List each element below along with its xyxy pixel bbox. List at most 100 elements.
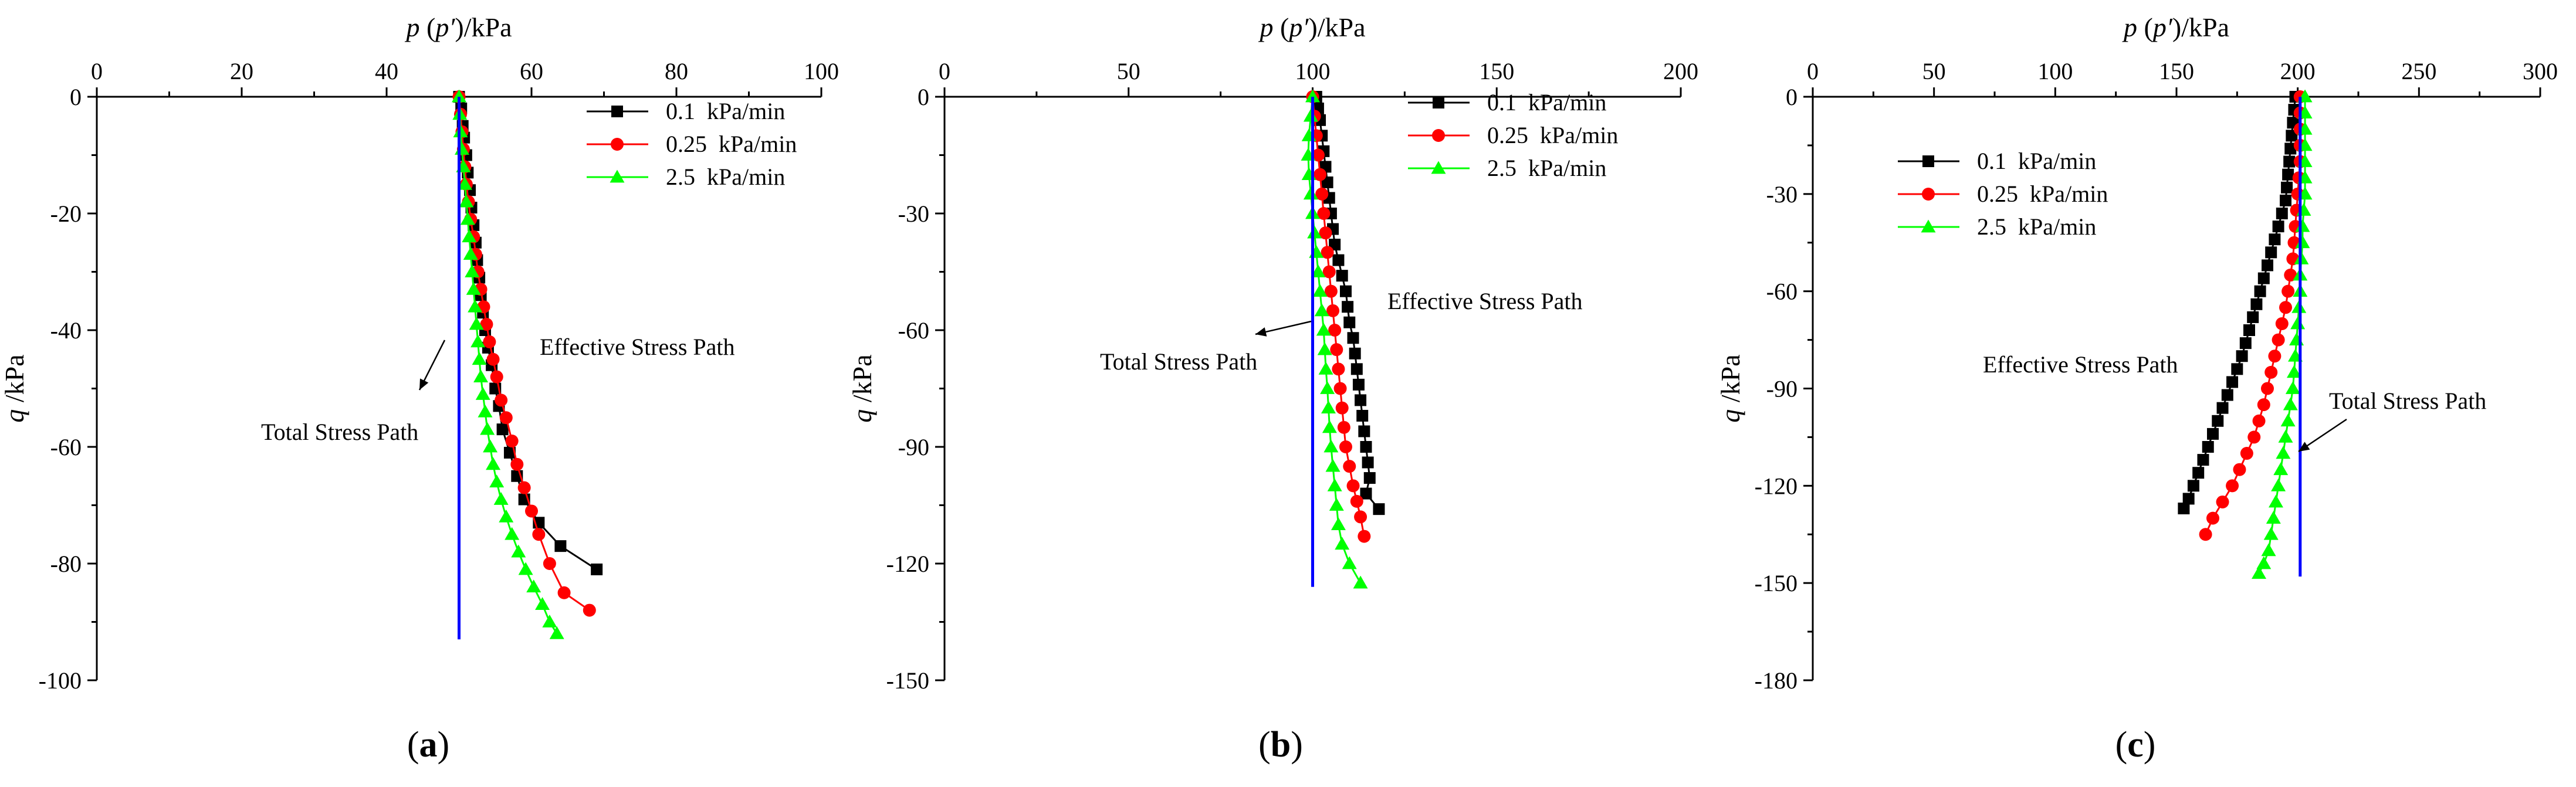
data-point [1317,207,1331,220]
y-tick-label: -80 [50,551,82,577]
data-point [2252,414,2266,428]
data-point [1347,332,1359,344]
annotation-arrow-head [2299,442,2310,452]
data-point [1323,439,1339,453]
data-point [470,334,486,348]
data-point [1311,148,1325,162]
y-tick-label: -60 [1766,279,1798,305]
data-point [1332,362,1345,376]
legend-marker [1431,161,1446,174]
data-point [2206,511,2219,525]
legend: 0.1 kPa/min 0.25 kPa/min 2.5 kPa/min [1408,89,1618,181]
data-point [2247,430,2261,444]
data-point [483,335,496,348]
data-point [2285,381,2300,394]
data-point [2197,454,2209,466]
y-tick-label: -100 [39,667,82,694]
x-tick-label: 60 [520,58,543,84]
y-axis-title: q /kPa [1715,354,1745,422]
legend-marker [1432,129,1445,142]
data-point [1353,575,1368,589]
data-point [499,411,513,425]
series-line [1315,96,1380,510]
series-line [2183,96,2296,509]
data-point [1330,343,1343,357]
y-tick-label: -120 [1755,473,1798,499]
data-point [495,394,508,407]
legend-marker [1922,155,1934,167]
data-point [486,457,501,470]
data-point [535,597,550,610]
series-0-1-kpa-min [453,91,603,575]
data-point [480,318,493,331]
data-point [459,194,474,208]
data-point [518,562,533,575]
data-point [466,281,481,295]
data-point [2202,441,2214,453]
data-point [2243,324,2255,336]
data-point [503,446,516,459]
data-point [505,527,520,540]
data-point [2279,301,2292,314]
data-point [463,247,478,260]
data-point [2264,365,2278,379]
panel-c: 0 50 100 150 200 250 300 0 -30 -60 -90 -120 -150 -180… [1715,12,2558,765]
data-point [2187,480,2199,492]
data-point [2257,272,2270,284]
x-tick-label: 150 [1479,58,1514,84]
data-point [1336,270,1348,282]
total-stress-path-annotation: Total Stress Path [2329,388,2486,414]
data-point [543,557,556,570]
data-point [554,540,567,552]
data-point [1349,347,1361,359]
legend-marker [1922,188,1935,201]
legend-marker [611,138,624,151]
data-point [557,586,571,599]
x-tick-label: 50 [1922,58,1946,84]
effective-stress-path-annotation: Effective Stress Path [1387,288,1583,314]
series-0-25-kpa-min [1306,90,1371,543]
data-point [1321,246,1334,259]
data-point [2231,363,2243,375]
annotation-arrow-head [1255,327,1267,337]
data-point [2271,478,2286,491]
data-point [490,370,503,384]
data-point [1343,316,1356,328]
data-point [1335,537,1350,550]
data-point [2273,462,2289,476]
legend-marker [1921,219,1936,233]
x-tick-label: 200 [1663,58,1698,84]
data-point [1360,441,1372,453]
data-point [1337,420,1350,434]
data-point [2286,365,2301,378]
data-point [2199,528,2212,541]
data-point [1321,401,1336,414]
data-point [2290,316,2306,330]
data-point [468,299,483,313]
panel-a: 0 20 40 60 80 100 0 -20 -40 -60 -80 -100 p (p′)/kPa q… [0,12,839,765]
x-tick-label: 100 [804,58,839,84]
data-point [2268,350,2281,363]
data-point [1322,420,1337,433]
panel-b: 0 50 100 150 200 0 -30 -60 -90 -120 -150 p (p′)/kPa… [847,12,1698,765]
x-tick-label: 0 [939,58,950,84]
x-tick-label: 80 [665,58,688,84]
data-point [2216,495,2229,508]
data-point [480,422,495,435]
data-point [2269,233,2281,246]
data-point [1325,459,1341,472]
x-tick-label: 40 [375,58,398,84]
data-point [1329,239,1341,251]
data-point [2280,194,2291,206]
data-point [1331,517,1346,531]
panel-label: (c) [2115,725,2156,765]
data-point [1328,324,1342,337]
legend-label: 0.25 kPa/min [666,131,797,157]
y-tick-label: -40 [50,317,82,344]
data-point [465,264,480,277]
data-point [1352,378,1365,391]
x-tick-label: 200 [2280,58,2316,84]
data-point [2265,246,2277,259]
data-point [1305,89,1320,103]
